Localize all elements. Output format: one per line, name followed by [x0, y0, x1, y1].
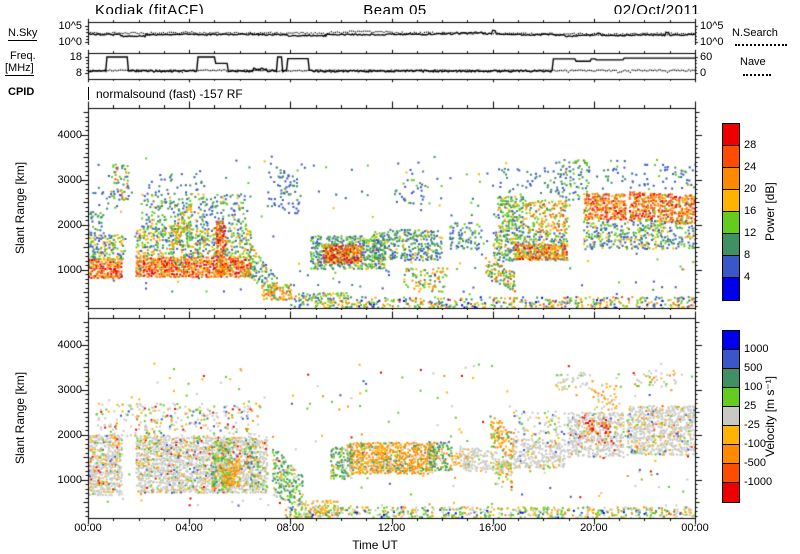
power-colorbar-segment — [723, 278, 739, 300]
velocity-colorbar-segment — [723, 407, 739, 426]
noise-ytick-left: 10^0 — [58, 36, 82, 48]
nave-linestyle-sample — [743, 74, 771, 76]
range-tick-label: 1000 — [57, 263, 82, 276]
time-tick-label: 00:00 — [74, 522, 102, 534]
range-tick-label: 1000 — [57, 473, 82, 486]
velocity-colorbar-segment — [723, 426, 739, 445]
range-tick-label: 2000 — [57, 428, 82, 441]
power-colorbar-segment — [723, 190, 739, 212]
range-tick-label: 3000 — [57, 173, 82, 186]
power-range-axis-title: Slant Range [km] — [13, 161, 27, 255]
time-tick-label: 04:00 — [175, 522, 203, 534]
time-tick-label: 00:00 — [681, 522, 709, 534]
range-tick-label: 4000 — [57, 128, 82, 141]
time-tick-label: 08:00 — [276, 522, 305, 534]
cpid-value: normalsound (fast) -157 RF — [96, 87, 243, 101]
power-colorbar-segment — [723, 168, 739, 190]
range-tick-label: 3000 — [57, 383, 82, 396]
time-tick-label: 20:00 — [580, 522, 608, 534]
power-colorbar-segment — [723, 212, 739, 234]
time-axis-title: Time UT — [352, 538, 398, 552]
velocity-colorbar-label: 500 — [744, 362, 763, 374]
noise-ytick-left: 10^5 — [58, 20, 82, 32]
velocity-colorbar-segment — [723, 388, 739, 407]
time-tick-label: 12:00 — [377, 522, 406, 534]
power-colorbar-segment — [723, 124, 739, 146]
nave-label: Nave — [740, 56, 766, 68]
power-colorbar-segment — [723, 234, 739, 256]
velocity-colorbar-label: 1000 — [744, 343, 769, 355]
power-colorbar-label: 8 — [744, 249, 751, 261]
range-tick-label: 4000 — [57, 338, 82, 351]
power-colorbar-segment — [723, 256, 739, 278]
noise-search-label: N.Search — [732, 27, 778, 39]
velocity-colorbar-label: -100 — [744, 438, 767, 450]
noise-ytick-right: 10^5 — [700, 20, 724, 32]
freq-ytick-right: 0 — [700, 67, 707, 79]
velocity-colorbar — [722, 330, 740, 503]
freq-ytick-left: 18 — [69, 51, 82, 63]
frequency-panel-canvas — [78, 45, 715, 87]
freq-label-line2: [MHz] — [5, 62, 34, 76]
velocity-range-axis-title: Slant Range [km] — [13, 371, 27, 465]
velocity-colorbar-segment — [723, 350, 739, 369]
cpid-label: CPID — [8, 86, 35, 98]
range-tick-label: 2000 — [57, 218, 82, 231]
velocity-colorbar-segment — [723, 331, 739, 350]
time-tick-label: 16:00 — [478, 522, 507, 534]
velocity-colorbar-segment — [723, 464, 739, 483]
freq-label-line1: Freq. — [10, 50, 36, 62]
freq-ytick-right: 60 — [700, 51, 713, 63]
power-colorbar-segment — [723, 146, 739, 168]
power-colorbar-label: 12 — [744, 227, 757, 239]
power-rti-canvas — [78, 100, 715, 316]
noise-search-linestyle-sample — [735, 44, 787, 46]
noise-sky-label: N.Sky — [8, 27, 38, 41]
power-colorbar-label: 16 — [744, 205, 757, 217]
velocity-colorbar-label: 25 — [744, 400, 757, 412]
velocity-colorbar-label: 100 — [744, 381, 763, 393]
power-colorbar-label: 20 — [744, 183, 757, 195]
velocity-colorbar-label: -1000 — [744, 476, 773, 488]
power-colorbar — [722, 123, 740, 301]
power-colorbar-label: 4 — [744, 271, 751, 283]
velocity-colorbar-segment — [723, 445, 739, 464]
velocity-colorbar-segment — [723, 369, 739, 388]
velocity-colorbar-label: -25 — [744, 419, 760, 431]
velocity-colorbar-segment — [723, 483, 739, 502]
noise-ytick-right: 10^0 — [700, 36, 724, 48]
freq-ytick-left: 8 — [75, 67, 82, 79]
velocity-colorbar-label: -500 — [744, 457, 767, 469]
cpid-divider-line — [88, 79, 89, 108]
power-colorbar-label: 28 — [744, 139, 757, 151]
power-colorbar-label: 24 — [744, 161, 757, 173]
velocity-rti-canvas — [78, 310, 715, 526]
